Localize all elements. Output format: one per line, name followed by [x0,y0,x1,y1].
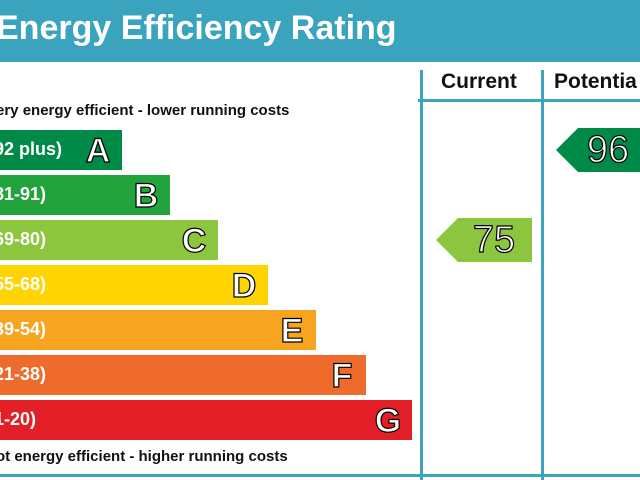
current-arrow-shape [436,218,532,262]
arrow-polygon [436,218,532,262]
band-f: 21-38) F [0,355,366,396]
potential-rating-arrow: 96 [556,128,640,172]
band-letter: A [85,131,111,170]
band-range-label: 92 plus) [0,139,63,159]
divider-line-right [541,70,544,480]
band-letter: B [133,176,159,215]
potential-rating-value: 96 [586,128,630,171]
bottom-note: ot energy efficient - higher running cos… [0,448,288,465]
arrow-polygon [556,128,640,172]
band-range-label: 55-68) [0,274,47,294]
band-letter: D [231,266,257,305]
band-c: 69-80) C [0,220,218,261]
current-column-header: Current [441,70,517,93]
band-a: 92 plus) A [0,130,122,171]
band-range-label: 21-38) [0,364,47,384]
potential-arrow-shape [556,128,640,172]
band-letter: G [374,401,402,440]
frame-bottom-line [0,474,640,477]
band-range-label: 39-54) [0,319,47,339]
band-letter: C [181,221,207,260]
current-rating-arrow: 75 [436,218,532,262]
band-range-label: 81-91) [0,184,47,204]
title-bar: Energy Efficiency Rating [0,0,640,60]
frame-top-line [0,60,640,62]
band-e: 39-54) E [0,310,316,351]
top-note: ery energy efficient - lower running cos… [0,102,290,119]
potential-column-header: Potentia [554,70,637,93]
current-rating-value: 75 [472,218,516,261]
band-d: 55-68) D [0,265,268,306]
band-range-label: 1-20) [0,409,37,429]
band-b: 81-91) B [0,175,170,216]
header-underline [418,99,640,102]
chart-title: Energy Efficiency Rating [0,9,397,47]
band-range-label: 69-80) [0,229,47,249]
band-letter: F [331,356,353,395]
divider-line-left [420,70,423,480]
band-g: 1-20) G [0,400,412,441]
band-letter: E [280,311,304,350]
